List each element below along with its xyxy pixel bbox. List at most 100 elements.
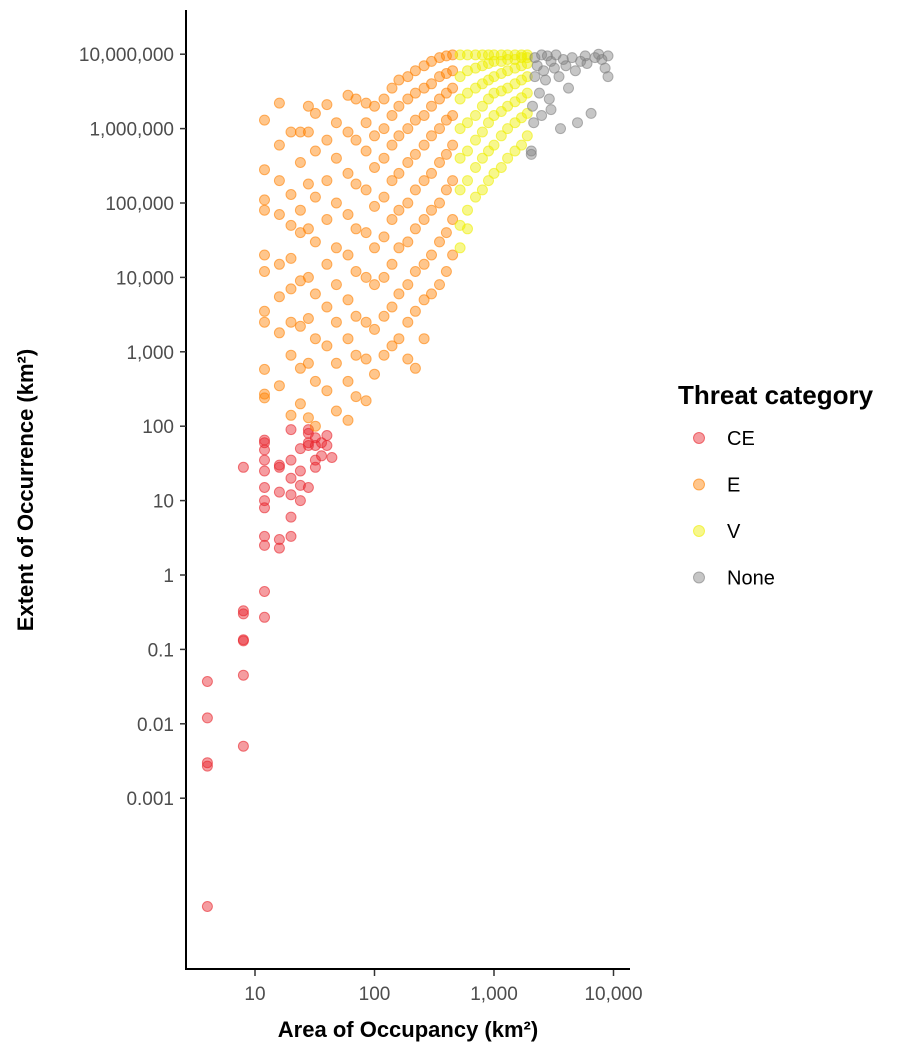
- data-point-e: [447, 175, 459, 187]
- data-point-v: [470, 134, 481, 146]
- data-point-none: [602, 50, 614, 62]
- data-point-e: [350, 223, 362, 235]
- data-point-e: [360, 117, 372, 129]
- data-point-ce: [285, 489, 297, 501]
- y-axis-ticks: 0.001 0.01 0.1 1 10 100 1,000 10,000 100,000 1,00…: [79, 45, 186, 810]
- data-point-none: [525, 145, 537, 157]
- data-point-e: [294, 320, 306, 332]
- data-point-ce: [259, 586, 270, 597]
- data-point-e: [342, 375, 354, 387]
- data-point-e: [402, 71, 414, 83]
- data-point-e: [402, 236, 414, 248]
- data-point-e: [285, 219, 297, 231]
- data-point-v: [483, 175, 494, 187]
- data-point-ce: [201, 757, 213, 769]
- data-point-e: [447, 249, 459, 261]
- data-point-e: [402, 157, 414, 168]
- data-point-ce: [259, 434, 270, 446]
- data-point-e: [369, 200, 380, 212]
- data-point-e: [426, 167, 437, 179]
- data-point-none: [545, 104, 557, 116]
- data-point-e: [434, 123, 445, 135]
- data-point-v: [495, 55, 507, 67]
- data-point-v: [462, 204, 473, 216]
- data-point-e: [330, 117, 342, 129]
- data-points: [201, 48, 614, 912]
- data-point-e: [393, 100, 405, 112]
- data-point-e: [273, 139, 285, 151]
- data-point-v: [454, 184, 466, 196]
- y-tick-label: 1: [163, 566, 174, 587]
- data-point-v: [488, 139, 500, 151]
- data-point-e: [426, 204, 437, 216]
- data-point-e: [409, 184, 421, 196]
- data-point-e: [342, 249, 354, 261]
- data-point-e: [393, 167, 405, 179]
- data-point-e: [440, 227, 452, 239]
- data-point-none: [529, 52, 541, 64]
- data-point-ce: [294, 495, 306, 507]
- x-axis-title: Area of Occupancy (km²): [278, 1017, 538, 1042]
- data-point-e: [386, 301, 398, 313]
- data-point-ce: [237, 669, 249, 681]
- data-point-v: [516, 74, 527, 86]
- data-point-e: [378, 231, 390, 243]
- data-point-ce: [273, 542, 285, 554]
- data-point-v: [483, 117, 494, 129]
- data-point-e: [330, 152, 342, 164]
- data-point-v: [470, 62, 481, 74]
- data-point-ce: [259, 530, 270, 542]
- data-point-e: [426, 100, 437, 112]
- data-point-e: [386, 139, 398, 151]
- y-tick-label: 0.01: [137, 715, 174, 736]
- data-point-e: [447, 139, 459, 151]
- data-point-ce: [321, 430, 333, 441]
- y-tick-label: 10,000,000: [79, 45, 174, 66]
- data-point-v: [476, 60, 488, 72]
- x-tick-label: 1,000: [470, 984, 518, 1005]
- data-point-e: [393, 130, 405, 142]
- data-point-ce: [237, 740, 249, 752]
- data-point-none: [541, 50, 553, 62]
- data-point-e: [294, 157, 306, 168]
- data-point-e: [302, 357, 314, 369]
- data-point-e: [330, 279, 342, 291]
- data-point-none: [602, 71, 614, 83]
- data-point-none: [560, 60, 572, 72]
- y-tick-label: 10: [153, 492, 174, 513]
- data-point-v: [454, 242, 466, 254]
- data-point-v: [502, 123, 514, 135]
- data-point-e: [330, 405, 342, 417]
- data-point-ce: [309, 454, 321, 466]
- data-point-e: [369, 242, 380, 254]
- data-point-e: [393, 242, 405, 254]
- data-point-none: [569, 65, 581, 77]
- data-point-ce: [285, 424, 297, 436]
- data-point-e: [418, 110, 430, 121]
- data-point-e: [294, 398, 306, 410]
- data-point-v: [470, 162, 481, 173]
- data-point-e: [402, 353, 414, 365]
- legend-key-ce: [693, 432, 705, 444]
- data-point-e: [402, 93, 414, 105]
- data-point-none: [581, 58, 593, 69]
- data-point-e: [378, 349, 390, 361]
- data-point-e: [294, 362, 306, 374]
- data-point-e: [418, 258, 430, 270]
- y-tick-label: 1,000,000: [89, 120, 174, 141]
- data-point-e: [302, 178, 314, 190]
- data-point-e: [321, 175, 333, 187]
- data-point-e: [259, 363, 270, 375]
- data-point-e: [321, 214, 333, 225]
- data-point-e: [294, 204, 306, 216]
- data-point-v: [454, 71, 466, 83]
- data-point-e: [259, 204, 270, 216]
- data-point-e: [309, 420, 321, 432]
- data-point-none: [548, 62, 560, 74]
- data-point-none: [557, 54, 569, 65]
- data-point-e: [378, 123, 390, 135]
- data-point-v: [521, 71, 533, 83]
- data-point-e: [350, 266, 362, 277]
- x-axis-ticks: 10 100 1,000 10,000: [244, 970, 643, 1005]
- legend-key-none: [693, 571, 705, 584]
